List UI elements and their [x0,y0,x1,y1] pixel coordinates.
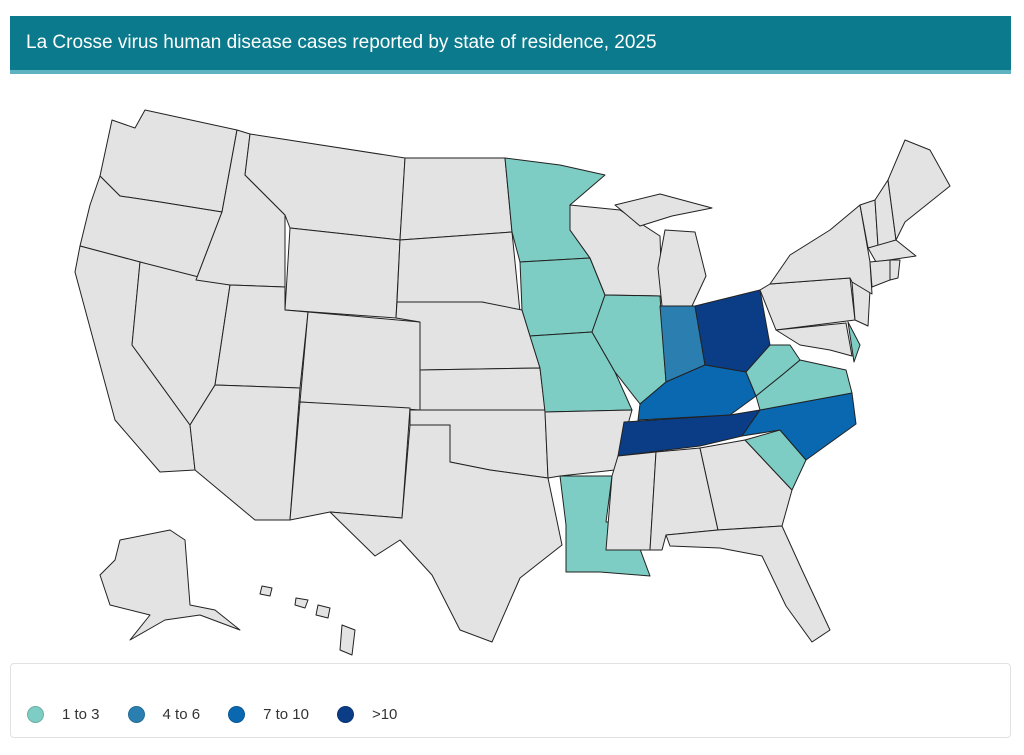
state-la[interactable] [559,475,651,577]
us-state-map [74,109,951,656]
state-tx[interactable] [329,424,563,643]
legend: 1 to 3 4 to 6 7 to 10 >10 [10,663,1011,738]
state-ri[interactable] [889,259,901,281]
map-title-bar: La Crosse virus human disease cases repo… [10,16,1011,74]
state-ma[interactable] [867,239,917,263]
state-ks[interactable] [419,367,546,411]
legend-item-7-to-10[interactable]: 7 to 10 [228,706,309,723]
state-de[interactable] [847,321,861,363]
state-mi[interactable] [614,193,713,227]
state-ms[interactable] [605,451,657,551]
state-ia[interactable] [519,257,606,337]
legend-label: >10 [371,706,398,723]
state-hi[interactable] [315,604,331,619]
legend-label: 1 to 3 [62,706,100,723]
state-pa[interactable] [759,277,856,331]
state-md[interactable] [775,322,853,357]
state-ar[interactable] [544,409,633,479]
legend-swatch [127,706,145,723]
state-sd[interactable] [396,231,521,313]
legend-item-1-to-3[interactable]: 1 to 3 [27,706,100,723]
state-co[interactable] [299,311,421,411]
legend-label: 7 to 10 [263,706,309,723]
state-ny[interactable] [769,204,873,295]
state-az[interactable] [189,384,301,521]
state-me[interactable] [887,139,951,241]
state-mi[interactable] [657,229,707,307]
state-nm[interactable] [289,401,411,521]
state-ak[interactable] [99,529,241,641]
state-ct[interactable] [869,259,891,288]
legend-item-over-10[interactable]: >10 [336,706,398,723]
state-nd[interactable] [399,157,513,241]
state-fl[interactable] [665,525,831,643]
legend-swatch [228,706,246,723]
state-ga[interactable] [699,439,793,531]
state-hi[interactable] [259,585,273,597]
legend-label: 4 to 6 [162,706,201,723]
state-hi[interactable] [294,597,309,609]
map-title: La Crosse virus human disease cases repo… [26,32,657,53]
legend-item-4-to-6[interactable]: 4 to 6 [127,706,201,723]
state-wy[interactable] [284,227,401,319]
state-hi[interactable] [339,624,356,656]
legend-swatch [336,706,354,723]
state-wv[interactable] [745,344,801,397]
legend-swatch [27,706,44,723]
